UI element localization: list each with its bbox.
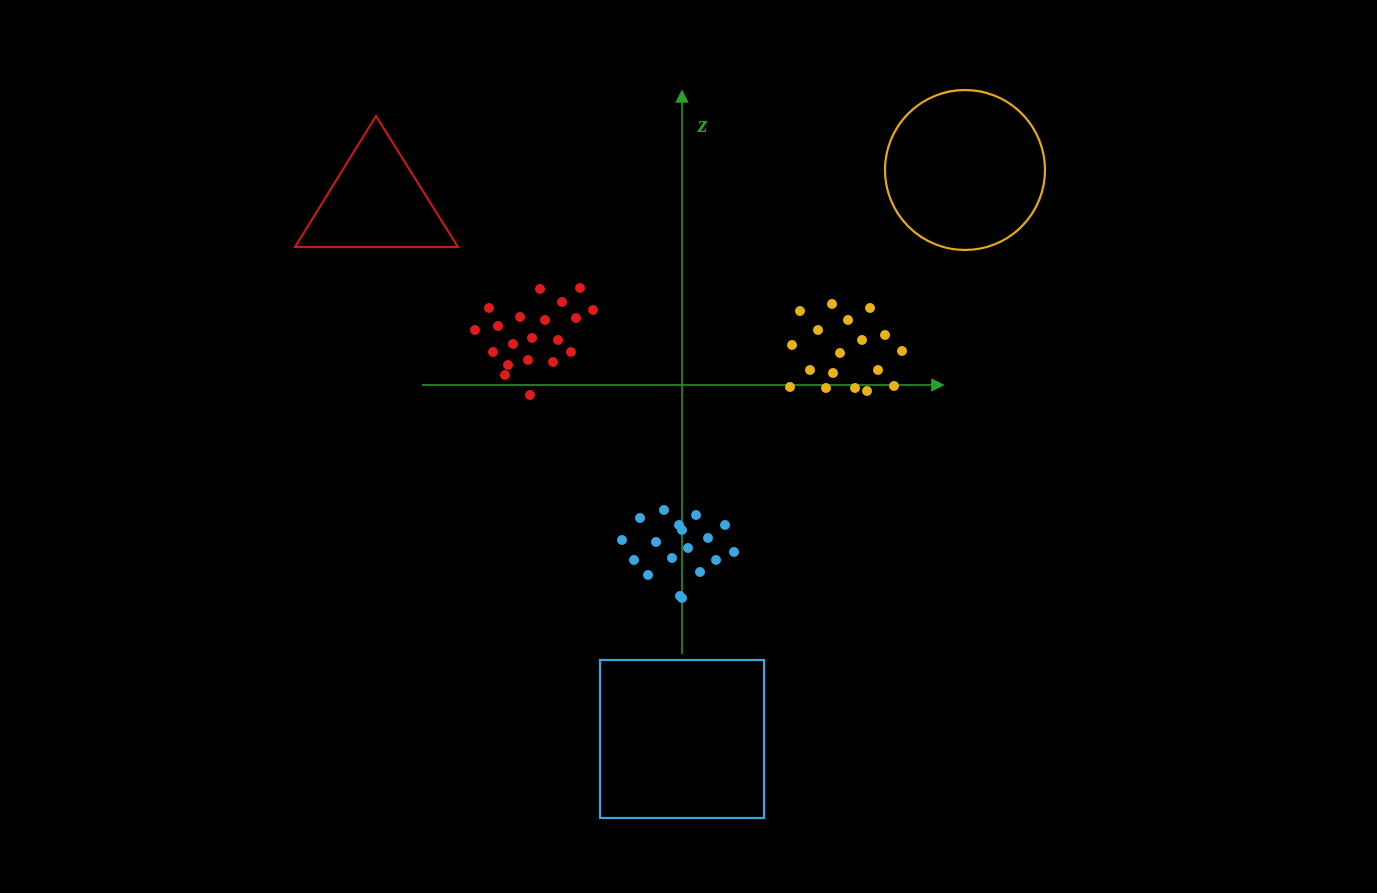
scatter-dot <box>683 543 693 553</box>
scatter-dot <box>535 284 545 294</box>
scatter-dot <box>850 383 860 393</box>
scatter-dot <box>493 321 503 331</box>
scatter-dot <box>828 368 838 378</box>
scatter-dot <box>667 553 677 563</box>
scatter-dot <box>571 313 581 323</box>
scatter-dot <box>880 330 890 340</box>
scatter-dot <box>523 355 533 365</box>
scatter-dot <box>508 339 518 349</box>
scatter-dot <box>729 547 739 557</box>
scatter-dot <box>503 360 513 370</box>
scatter-dot <box>873 365 883 375</box>
scatter-dot <box>691 510 701 520</box>
scatter-dot <box>575 283 585 293</box>
scatter-dot <box>720 520 730 530</box>
scatter-dot <box>835 348 845 358</box>
scatter-dot <box>821 383 831 393</box>
scatter-dot <box>617 535 627 545</box>
scatter-dot <box>488 347 498 357</box>
scatter-dot <box>785 382 795 392</box>
scatter-dot <box>695 567 705 577</box>
scatter-dot <box>787 340 797 350</box>
scatter-dot <box>540 315 550 325</box>
axis-label-z: z <box>697 112 708 138</box>
scatter-dot <box>813 325 823 335</box>
scatter-dot <box>659 505 669 515</box>
scatter-dot <box>862 386 872 396</box>
scatter-dot <box>795 306 805 316</box>
scatter-dot <box>553 335 563 345</box>
scatter-dot <box>566 347 576 357</box>
scatter-dot <box>651 537 661 547</box>
scatter-dot <box>643 570 653 580</box>
scatter-dot <box>889 381 899 391</box>
scatter-dot <box>677 525 687 535</box>
scatter-dot <box>805 365 815 375</box>
scatter-dot <box>629 555 639 565</box>
scatter-dot <box>548 357 558 367</box>
scatter-dot <box>588 305 598 315</box>
scatter-dot <box>857 335 867 345</box>
scatter-dot <box>677 593 687 603</box>
scatter-dot <box>557 297 567 307</box>
scatter-dot <box>484 303 494 313</box>
scatter-dot <box>827 299 837 309</box>
background <box>0 0 1377 893</box>
scatter-dot <box>703 533 713 543</box>
scatter-dot <box>527 333 537 343</box>
scatter-dot <box>500 370 510 380</box>
latent-space-diagram: z <box>0 0 1377 893</box>
scatter-dot <box>843 315 853 325</box>
scatter-dot <box>525 390 535 400</box>
scatter-dot <box>897 346 907 356</box>
scatter-dot <box>515 312 525 322</box>
scatter-dot <box>470 325 480 335</box>
scatter-dot <box>635 513 645 523</box>
scatter-dot <box>711 555 721 565</box>
scatter-dot <box>865 303 875 313</box>
